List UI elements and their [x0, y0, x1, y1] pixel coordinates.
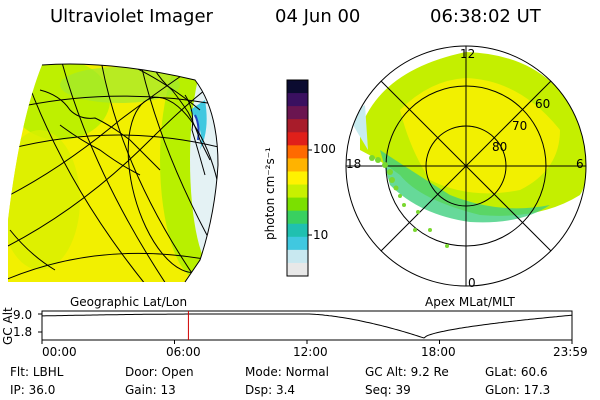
colorbar-segment: [287, 210, 308, 225]
orbit-xtick-0000: 00:00: [42, 345, 77, 359]
info-glon: GLon: 17.3: [485, 383, 551, 397]
colorbar-unit-label: photon cm⁻²s⁻¹: [263, 147, 277, 240]
orbit-xtick-1800: 18:00: [421, 345, 456, 359]
orbit-xtick-1200: 12:00: [293, 345, 328, 359]
colorbar-segment: [287, 184, 308, 199]
mlt-label-12: 12: [460, 47, 476, 61]
colorbar-segment: [287, 236, 308, 251]
colorbar-segment: [287, 145, 308, 159]
info-ip: IP: 36.0: [10, 383, 56, 397]
mlt-label-6: 6: [576, 157, 584, 171]
right-panel-caption: Apex MLat/MLT: [425, 295, 515, 309]
colorbar-segment: [287, 223, 308, 238]
mlt-label-0: 0: [468, 276, 476, 290]
colorbar-segment: [287, 197, 308, 212]
time-label: 06:38:02 UT: [430, 6, 541, 27]
left-panel-caption: Geographic Lat/Lon: [70, 295, 188, 309]
colorbar-segment: [287, 93, 308, 107]
app-title: Ultraviolet Imager: [50, 6, 213, 27]
info-glat: GLat: 60.6: [485, 365, 548, 379]
colorbar-segment: [287, 106, 308, 120]
colorbar-segment: [287, 171, 308, 186]
info-dsp: Dsp: 3.4: [245, 383, 296, 397]
colorbar-tick-10: 10: [313, 228, 329, 242]
info-flt: Flt: LBHL: [10, 365, 64, 379]
geographic-image: [8, 63, 219, 283]
mlat-label-80: 80: [492, 140, 508, 154]
info-gain: Gain: 13: [125, 383, 176, 397]
colorbar-frame: [286, 79, 309, 277]
mlt-label-18: 18: [346, 157, 362, 171]
colorbar-segment: [287, 80, 308, 94]
orbit-ytick-min: 1.8: [13, 325, 33, 339]
colorbar-segment: [287, 249, 308, 264]
info-door: Door: Open: [125, 365, 194, 379]
polar-plot: [345, 45, 587, 287]
colorbar-segment: [287, 262, 308, 277]
orbit-ytick-max: 9.0: [13, 308, 33, 322]
orbit-xtick-2359: 23:59: [553, 345, 588, 359]
info-seq: Seq: 39: [365, 383, 411, 397]
info-gc-alt: GC Alt: 9.2 Re: [365, 365, 449, 379]
mlat-label-60: 60: [535, 97, 551, 111]
colorbar-segment: [287, 132, 308, 146]
colorbar-tick-100: 100: [313, 142, 336, 156]
info-mode: Mode: Normal: [245, 365, 329, 379]
date-label: 04 Jun 00: [275, 6, 361, 27]
colorbar-segment: [287, 119, 308, 133]
orbit-altitude-curve: [42, 313, 573, 339]
mlat-label-70: 70: [512, 119, 528, 133]
orbit-xtick-0600: 06:00: [166, 345, 201, 359]
colorbar-segment: [287, 158, 308, 172]
colorbar: [286, 79, 312, 277]
orbit-plot: [38, 310, 573, 344]
